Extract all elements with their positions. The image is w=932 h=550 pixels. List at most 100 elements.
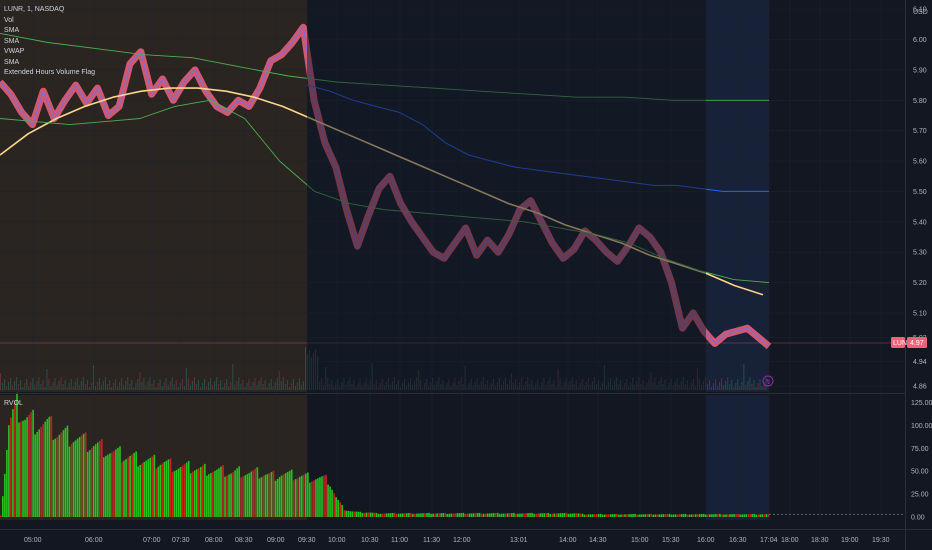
rvol-bar xyxy=(343,510,346,517)
rvol-bar xyxy=(242,476,245,517)
volume-bar xyxy=(18,384,20,390)
rvol-bar xyxy=(660,514,663,517)
rvol-bar xyxy=(763,514,766,517)
time-tick-label: 15:30 xyxy=(662,537,680,544)
rvol-bar xyxy=(484,513,487,517)
volume-bar xyxy=(66,387,68,390)
volume-bar xyxy=(60,377,62,390)
rvol-bar xyxy=(119,446,121,517)
volume-bar xyxy=(159,379,161,390)
volume-bar xyxy=(42,380,44,390)
rvol-bar xyxy=(12,409,14,517)
volume-bar xyxy=(121,378,123,390)
rvol-bar xyxy=(70,444,73,517)
rvol-bar xyxy=(694,514,697,517)
rvol-bar xyxy=(341,505,343,517)
price-tick-label: 5.90 xyxy=(913,67,927,74)
indicator-vol[interactable]: Vol xyxy=(4,16,14,24)
symbol-badge-text: LUNR xyxy=(893,340,912,347)
rvol-bar xyxy=(129,455,131,517)
rvol-bar xyxy=(363,512,366,517)
volume-bar xyxy=(127,377,129,390)
volume-bar xyxy=(70,379,72,390)
volume-bar xyxy=(80,381,82,390)
rvol-bar xyxy=(64,427,67,517)
volume-bar xyxy=(733,387,735,390)
rvol-bar xyxy=(367,512,370,517)
time-tick-label: 06:00 xyxy=(85,537,103,544)
volume-bar xyxy=(163,382,165,390)
volume-bar xyxy=(16,377,18,390)
rvol-bar xyxy=(650,513,653,517)
rvol-bar xyxy=(515,513,517,517)
rvol-bar xyxy=(54,438,57,517)
rvol-bar xyxy=(597,513,600,517)
rvol-bar xyxy=(321,476,323,517)
volume-bar xyxy=(12,385,14,390)
rvol-bar xyxy=(264,474,267,517)
rvol-bar xyxy=(648,514,651,517)
rvol-bar xyxy=(262,475,265,517)
rvol-bar xyxy=(210,473,212,517)
rvol-axis[interactable]: 125.00 100.00 75.00 50.00 25.00 0.00 xyxy=(911,400,932,521)
rvol-bar xyxy=(614,514,616,517)
rvol-bar xyxy=(157,466,160,517)
volume-bar xyxy=(155,387,157,390)
volume-bar xyxy=(8,382,10,390)
rvol-bar xyxy=(143,462,146,517)
volume-bar xyxy=(305,347,307,390)
volume-bar xyxy=(268,383,270,390)
rvol-bar xyxy=(88,450,91,517)
volume-bar xyxy=(266,387,268,390)
volume-bar xyxy=(58,381,60,390)
time-tick-label: 13:01 xyxy=(510,537,528,544)
indicator-vwap[interactable]: VWAP xyxy=(4,48,25,55)
indicator-sma-1[interactable]: SMA xyxy=(4,27,20,34)
indicator-sma-2[interactable]: SMA xyxy=(4,37,20,45)
rvol-bar xyxy=(709,514,711,517)
time-tick-label: 17:04 xyxy=(760,537,778,544)
time-tick-label: 18:00 xyxy=(781,537,799,544)
rvol-bar xyxy=(145,460,148,517)
rvol-bar xyxy=(268,472,271,517)
volume-bar xyxy=(256,385,258,390)
rvol-bar xyxy=(90,448,93,517)
rvol-bar xyxy=(329,486,331,517)
rvol-legend[interactable]: RVOL xyxy=(4,400,23,407)
earnings-icon[interactable]: ↯ xyxy=(762,375,774,387)
time-tick-label: 15:00 xyxy=(631,537,649,544)
rvol-bar xyxy=(371,512,374,517)
rvol-bar xyxy=(216,469,218,517)
rvol-bar xyxy=(688,514,691,517)
rvol-bar xyxy=(593,514,596,517)
volume-bar xyxy=(72,386,74,390)
rvol-bar xyxy=(674,514,677,517)
rvol-bar xyxy=(22,420,24,517)
rvol-bar xyxy=(133,452,135,517)
rvol-bar xyxy=(539,513,541,517)
indicator-sma-3[interactable]: SMA xyxy=(4,58,20,66)
volume-bar xyxy=(747,381,749,390)
rvol-bar xyxy=(535,513,537,517)
volume-bar xyxy=(135,383,137,390)
volume-bar xyxy=(294,386,296,390)
volume-bar xyxy=(197,380,199,390)
rvol-bar xyxy=(24,419,26,517)
time-axis[interactable]: 05:00 06:00 07:00 07:30 08:00 08:30 09:00 09:30… xyxy=(24,537,890,544)
symbol-title[interactable]: LUNR, 1, NASDAQ xyxy=(4,6,65,13)
rvol-bar xyxy=(2,496,4,517)
price-tick-label: 5.50 xyxy=(913,189,927,196)
volume-bar xyxy=(185,368,187,390)
rvol-bar xyxy=(173,471,176,517)
currency-label: USD xyxy=(913,9,928,16)
rvol-bar xyxy=(559,513,562,517)
price-axis[interactable]: 6.10 6.00 5.90 5.80 5.70 5.60 5.50 5.40 5.30 5.20… xyxy=(913,7,927,391)
volume-bar xyxy=(139,372,141,390)
volume-bar xyxy=(2,383,4,390)
rvol-bar xyxy=(206,475,208,517)
volume-bar xyxy=(90,383,92,390)
price-badge: LUNR 4.97 xyxy=(891,337,927,348)
rvol-bar xyxy=(668,513,671,517)
indicator-ext-hours-volume-flag[interactable]: Extended Hours Volume Flag xyxy=(4,69,96,76)
